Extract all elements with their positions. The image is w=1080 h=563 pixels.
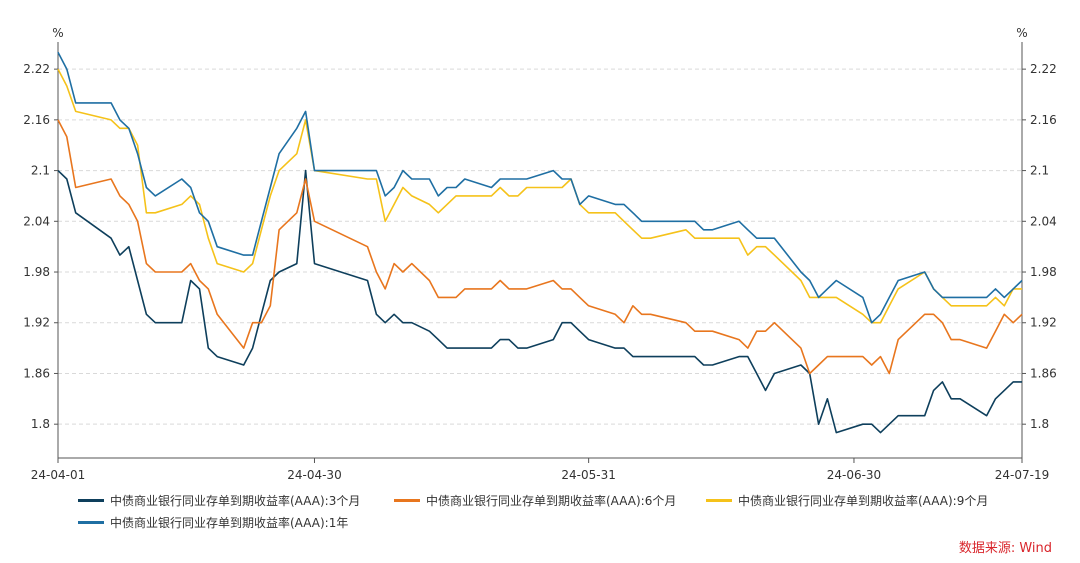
x-tick-label: 24-04-01 <box>31 468 85 482</box>
y-tick-label-right: 2.16 <box>1030 113 1057 127</box>
y-tick-label-right: 1.86 <box>1030 366 1057 380</box>
y-tick-label-right: 1.8 <box>1030 417 1049 431</box>
y-tick-label-left: 1.86 <box>23 366 50 380</box>
axes <box>54 42 1026 463</box>
y-tick-label-right: 1.92 <box>1030 316 1057 330</box>
y-tick-label-right: 1.98 <box>1030 265 1057 279</box>
series-line-3 <box>57 68 1022 324</box>
y-unit-right: % <box>1016 26 1027 40</box>
y-unit-left: % <box>52 26 63 40</box>
legend-label: 中债商业银行同业存单到期收益率(AAA):6个月 <box>426 494 677 508</box>
y-tick-label-left: 2.16 <box>23 113 50 127</box>
series-line-2 <box>57 119 1023 375</box>
legend-swatch <box>394 499 420 502</box>
x-tick-label: 24-06-30 <box>827 468 881 482</box>
y-tick-label-left: 1.98 <box>23 265 50 279</box>
y-tick-label-right: 2.22 <box>1030 62 1057 76</box>
y-tick-label-left: 1.8 <box>31 417 50 431</box>
legend-item: 中债商业银行同业存单到期收益率(AAA):3个月 <box>78 492 360 509</box>
legend-swatch <box>706 499 732 502</box>
series-lines <box>57 51 1023 434</box>
legend-item: 中债商业银行同业存单到期收益率(AAA):6个月 <box>394 492 676 509</box>
grid-lines <box>58 68 1022 425</box>
legend-label: 中债商业银行同业存单到期收益率(AAA):1年 <box>110 516 349 530</box>
series-line-4 <box>57 51 1023 324</box>
data-source-label: 数据来源: Wind <box>958 541 1052 556</box>
x-tick-label: 24-04-30 <box>287 468 341 482</box>
x-tick-label: 24-05-31 <box>561 468 615 482</box>
y-tick-label-left: 2.22 <box>23 62 50 76</box>
tick-labels: 1.8 1.8 1.86 1.86 1.92 1.92 1.98 1.98 2.04 2.04 2.… <box>23 26 1056 482</box>
y-tick-label-left: 2.04 <box>23 214 50 228</box>
legend-item: 中债商业银行同业存单到期收益率(AAA):1年 <box>78 514 348 531</box>
series-line-1 <box>57 169 1022 434</box>
legend-label: 中债商业银行同业存单到期收益率(AAA):9个月 <box>738 494 989 508</box>
y-tick-label-left: 1.92 <box>23 316 50 330</box>
x-tick-label: 24-07-19 <box>995 468 1049 482</box>
legend-swatch <box>78 521 104 524</box>
y-tick-label-right: 2.1 <box>1030 164 1049 178</box>
y-tick-label-left: 2.1 <box>31 164 50 178</box>
legend-item: 中债商业银行同业存单到期收益率(AAA):9个月 <box>706 492 988 509</box>
legend-swatch <box>78 499 104 502</box>
y-tick-label-right: 2.04 <box>1030 214 1057 228</box>
legend-label: 中债商业银行同业存单到期收益率(AAA):3个月 <box>110 494 361 508</box>
